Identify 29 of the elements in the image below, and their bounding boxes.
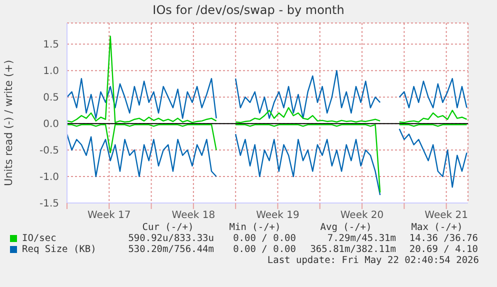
text: 530.20m/756.44m xyxy=(127,244,214,255)
y-tick-label: -1.5 xyxy=(39,198,59,210)
text: Last update: Fri May 22 02:40:54 2026 xyxy=(266,255,480,266)
x-tick-label: Week 18 xyxy=(172,210,216,222)
text: 0.00 / 0.00 xyxy=(232,233,296,244)
legend-label: IO/sec xyxy=(22,233,56,244)
text: 7.29m/45.31m xyxy=(326,233,396,244)
x-tick-label: Week 20 xyxy=(340,210,384,222)
text: 20.69 / 4.10 xyxy=(408,244,478,255)
text: 365.81m/382.11m xyxy=(309,244,396,255)
chart-title: IOs for /dev/os/swap - by month xyxy=(152,3,346,17)
y-tick-label: 0.0 xyxy=(43,119,59,130)
x-tick-label: Week 19 xyxy=(256,210,300,222)
text: Min (-/+) xyxy=(228,222,282,233)
y-axis-title: Units read (-) / write (+) xyxy=(3,60,15,186)
x-tick-label: Week 17 xyxy=(87,210,131,222)
text: Max (-/+) xyxy=(410,222,464,233)
y-tick-label: 1.0 xyxy=(43,66,59,78)
text: 590.92u/833.33u xyxy=(127,233,214,244)
text: 0.00 / 0.00 xyxy=(232,244,296,255)
text: 14.36 /36.76 xyxy=(408,233,478,244)
text: Avg (-/+) xyxy=(319,222,373,233)
y-tick-label: -1.0 xyxy=(39,172,59,184)
y-tick-label: 0.5 xyxy=(43,92,59,104)
y-tick-label: 1.5 xyxy=(43,40,59,51)
y-tick-label: -0.5 xyxy=(39,146,59,157)
x-tick-label: Week 21 xyxy=(424,210,468,222)
legend-label: Req Size (KB) xyxy=(22,244,96,255)
text: Cur (-/+) xyxy=(141,222,195,233)
